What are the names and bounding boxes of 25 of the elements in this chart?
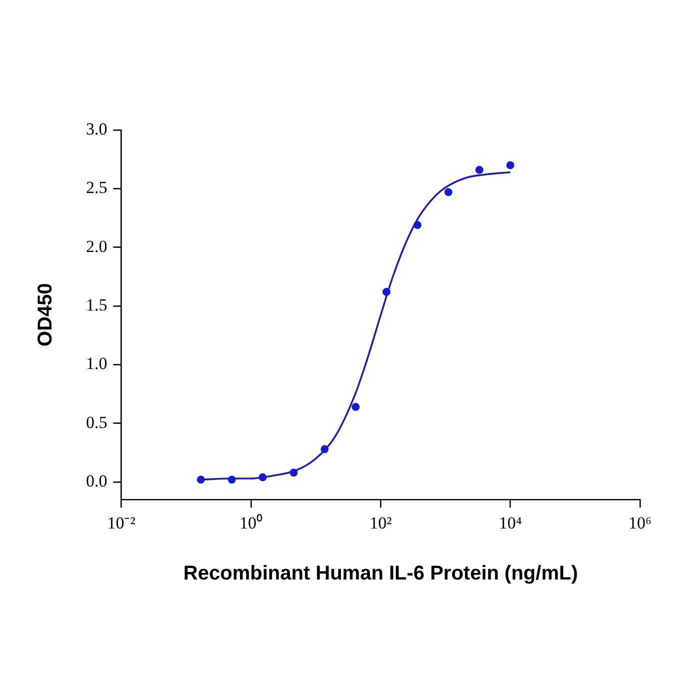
- y-tick-label: 1.5: [86, 295, 108, 314]
- y-tick-label: 0.5: [86, 412, 108, 432]
- point: [228, 476, 236, 484]
- y-tick-label: 2.5: [86, 178, 108, 198]
- point: [352, 402, 360, 411]
- y-tick-label: 0.0: [86, 471, 108, 490]
- x-tick-label: 10⁴: [498, 513, 522, 532]
- point: [506, 161, 514, 170]
- point: [290, 468, 298, 477]
- point: [413, 221, 422, 230]
- x-axis-title: Recombinant Human IL-6 Protein (ng/mL): [183, 562, 578, 585]
- x-tick-label: 10⁶: [628, 513, 652, 532]
- point: [320, 445, 329, 454]
- point: [444, 188, 452, 196]
- y-tick-label: 3.0: [86, 119, 108, 138]
- point: [475, 166, 484, 174]
- point: [196, 476, 205, 484]
- y-tick-label: 2.0: [86, 236, 108, 256]
- x-tick-label: 10⁻²: [107, 513, 136, 532]
- point: [258, 473, 267, 482]
- y-tick-label: 1.0: [86, 354, 108, 374]
- y-axis-title: OD450: [34, 283, 57, 346]
- x-tick-label: 10²: [370, 513, 392, 532]
- x-tick-label: 10⁰: [239, 513, 262, 532]
- point: [382, 288, 390, 296]
